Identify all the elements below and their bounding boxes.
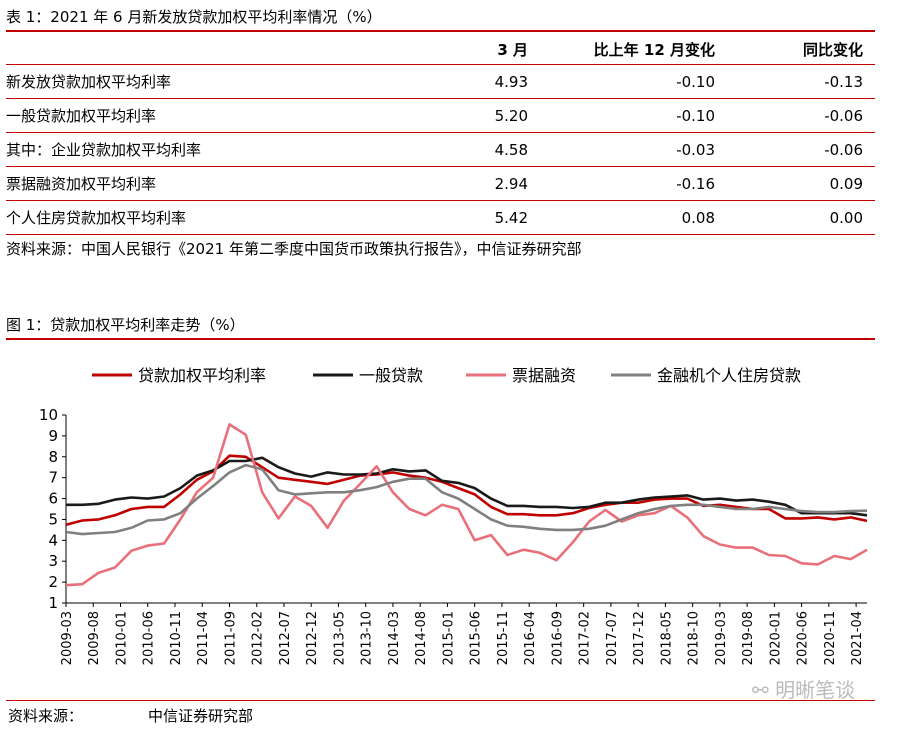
x-tick-label: 2010-01 xyxy=(114,611,129,665)
x-tick-label: 2019-03 xyxy=(714,611,729,665)
header-label xyxy=(6,34,398,65)
wechat-icon: ⚯ xyxy=(752,678,769,702)
legend-label-0: 贷款加权平均利率 xyxy=(138,366,266,385)
table-row: 新发放贷款加权平均利率 4.93 -0.10 -0.13 xyxy=(6,64,875,99)
legend-label-2: 票据融资 xyxy=(512,366,576,385)
series-line-1 xyxy=(66,456,868,517)
table-row: 一般贷款加权平均利率 5.20 -0.10 -0.06 xyxy=(6,98,875,133)
watermark-text: 明晰笔谈 xyxy=(775,678,856,702)
y-tick-label: 7 xyxy=(48,469,58,487)
y-tick-label: 1 xyxy=(48,594,58,612)
table-row: 其中：企业贷款加权平均利率 4.58 -0.03 -0.06 xyxy=(6,132,875,167)
x-tick-label: 2014-08 xyxy=(414,611,429,665)
series-line-3 xyxy=(65,463,868,536)
cell-change-yoy: -0.13 xyxy=(727,64,875,99)
x-tick-label: 2017-12 xyxy=(632,611,647,665)
header-change-dec: 比上年 12 月变化 xyxy=(540,34,727,65)
series-line-2 xyxy=(65,423,868,587)
row-label: 个人住房贷款加权平均利率 xyxy=(6,200,398,235)
watermark: ⚯ 明晰笔谈 xyxy=(752,674,855,703)
cell-march: 2.94 xyxy=(398,166,540,201)
row-label: 其中：企业贷款加权平均利率 xyxy=(6,132,398,167)
x-tick-label: 2013-05 xyxy=(332,611,347,665)
rates-line-chart: 1 2 3 4 5 6 7 8 9 10 2009-03 2009-08 2010-01 2010-06 2… xyxy=(39,366,868,665)
figure-caption: 图 1：贷款加权平均利率走势（%） xyxy=(6,316,245,334)
x-tick-label: 2014-03 xyxy=(387,611,402,665)
y-tick-label: 10 xyxy=(39,406,58,424)
table-row: 票据融资加权平均利率 2.94 -0.16 0.09 xyxy=(6,166,875,201)
row-label: 票据融资加权平均利率 xyxy=(6,166,398,201)
x-tick-label: 2011-04 xyxy=(196,611,211,665)
x-tick-label: 2009-03 xyxy=(60,611,75,665)
row-label: 新发放贷款加权平均利率 xyxy=(6,64,398,99)
y-tick-label: 5 xyxy=(48,510,58,528)
x-tick-label: 2017-07 xyxy=(605,611,620,665)
x-tick-label: 2010-11 xyxy=(169,611,184,665)
figure-source-org: 中信证券研究部 xyxy=(148,707,254,725)
x-tick-label: 2012-02 xyxy=(251,611,266,665)
header-march: 3 月 xyxy=(398,34,540,65)
y-tick-label: 8 xyxy=(48,448,58,466)
table-row: 个人住房贷款加权平均利率 5.42 0.08 0.00 xyxy=(6,200,875,235)
x-tick-label: 2016-09 xyxy=(550,611,565,665)
x-tick-label: 2019-08 xyxy=(741,611,756,665)
series-line-0 xyxy=(65,454,868,526)
x-tick-label: 2020-06 xyxy=(796,611,811,665)
x-tick-label: 2021-04 xyxy=(850,611,865,665)
x-tick-label: 2018-10 xyxy=(687,611,702,665)
y-tick-label: 9 xyxy=(48,427,58,445)
cell-change-yoy: 0.00 xyxy=(727,200,875,235)
figure-top-rule xyxy=(6,338,875,340)
figure-source-label: 资料来源： xyxy=(8,707,84,725)
figure-bottom-rule xyxy=(6,700,875,701)
cell-march: 5.20 xyxy=(398,98,540,133)
y-tick-label: 3 xyxy=(48,552,58,570)
table-caption: 表 1：2021 年 6 月新发放贷款加权平均利率情况（%） xyxy=(6,8,382,26)
cell-change-yoy: -0.06 xyxy=(727,98,875,133)
table-header-row: 3 月 比上年 12 月变化 同比变化 xyxy=(6,34,875,65)
x-tick-label: 2012-07 xyxy=(278,611,293,665)
y-tick-label: 2 xyxy=(48,573,58,591)
legend-label-3: 金融机个人住房贷款 xyxy=(657,366,801,385)
x-tick-label: 2017-02 xyxy=(578,611,593,665)
cell-change-dec: 0.08 xyxy=(540,200,727,235)
cell-change-yoy: -0.06 xyxy=(727,132,875,167)
cell-change-dec: -0.10 xyxy=(540,98,727,133)
x-tick-label: 2010-06 xyxy=(142,611,157,665)
x-tick-label: 2018-05 xyxy=(659,611,674,665)
y-tick-label: 4 xyxy=(48,531,58,549)
rates-table: 3 月 比上年 12 月变化 同比变化 新发放贷款加权平均利率 4.93 -0.… xyxy=(6,34,875,235)
x-tick-label: 2013-10 xyxy=(360,611,375,665)
table-source: 资料来源：中国人民银行《2021 年第二季度中国货币政策执行报告》，中信证券研究… xyxy=(6,240,582,258)
header-change-yoy: 同比变化 xyxy=(727,34,875,65)
cell-change-dec: -0.10 xyxy=(540,64,727,99)
cell-march: 4.93 xyxy=(398,64,540,99)
x-tick-label: 2016-04 xyxy=(523,611,538,665)
cell-march: 5.42 xyxy=(398,200,540,235)
x-tick-label: 2012-12 xyxy=(305,611,320,665)
cell-change-dec: -0.16 xyxy=(540,166,727,201)
cell-change-dec: -0.03 xyxy=(540,132,727,167)
x-tick-label: 2015-11 xyxy=(496,611,511,665)
y-tick-label: 6 xyxy=(48,490,58,508)
legend-label-1: 一般贷款 xyxy=(359,366,423,385)
figure-source: 资料来源： 中信证券研究部 xyxy=(8,705,253,726)
x-tick-label: 2015-06 xyxy=(469,611,484,665)
x-tick-label: 2015-01 xyxy=(441,611,456,665)
x-tick-label: 2011-09 xyxy=(223,611,238,665)
x-tick-label: 2009-08 xyxy=(87,611,102,665)
row-label: 一般贷款加权平均利率 xyxy=(6,98,398,133)
x-tick-label: 2020-11 xyxy=(823,611,838,665)
cell-march: 4.58 xyxy=(398,132,540,167)
cell-change-yoy: 0.09 xyxy=(727,166,875,201)
table-top-rule xyxy=(6,30,875,32)
x-tick-label: 2020-01 xyxy=(768,611,783,665)
